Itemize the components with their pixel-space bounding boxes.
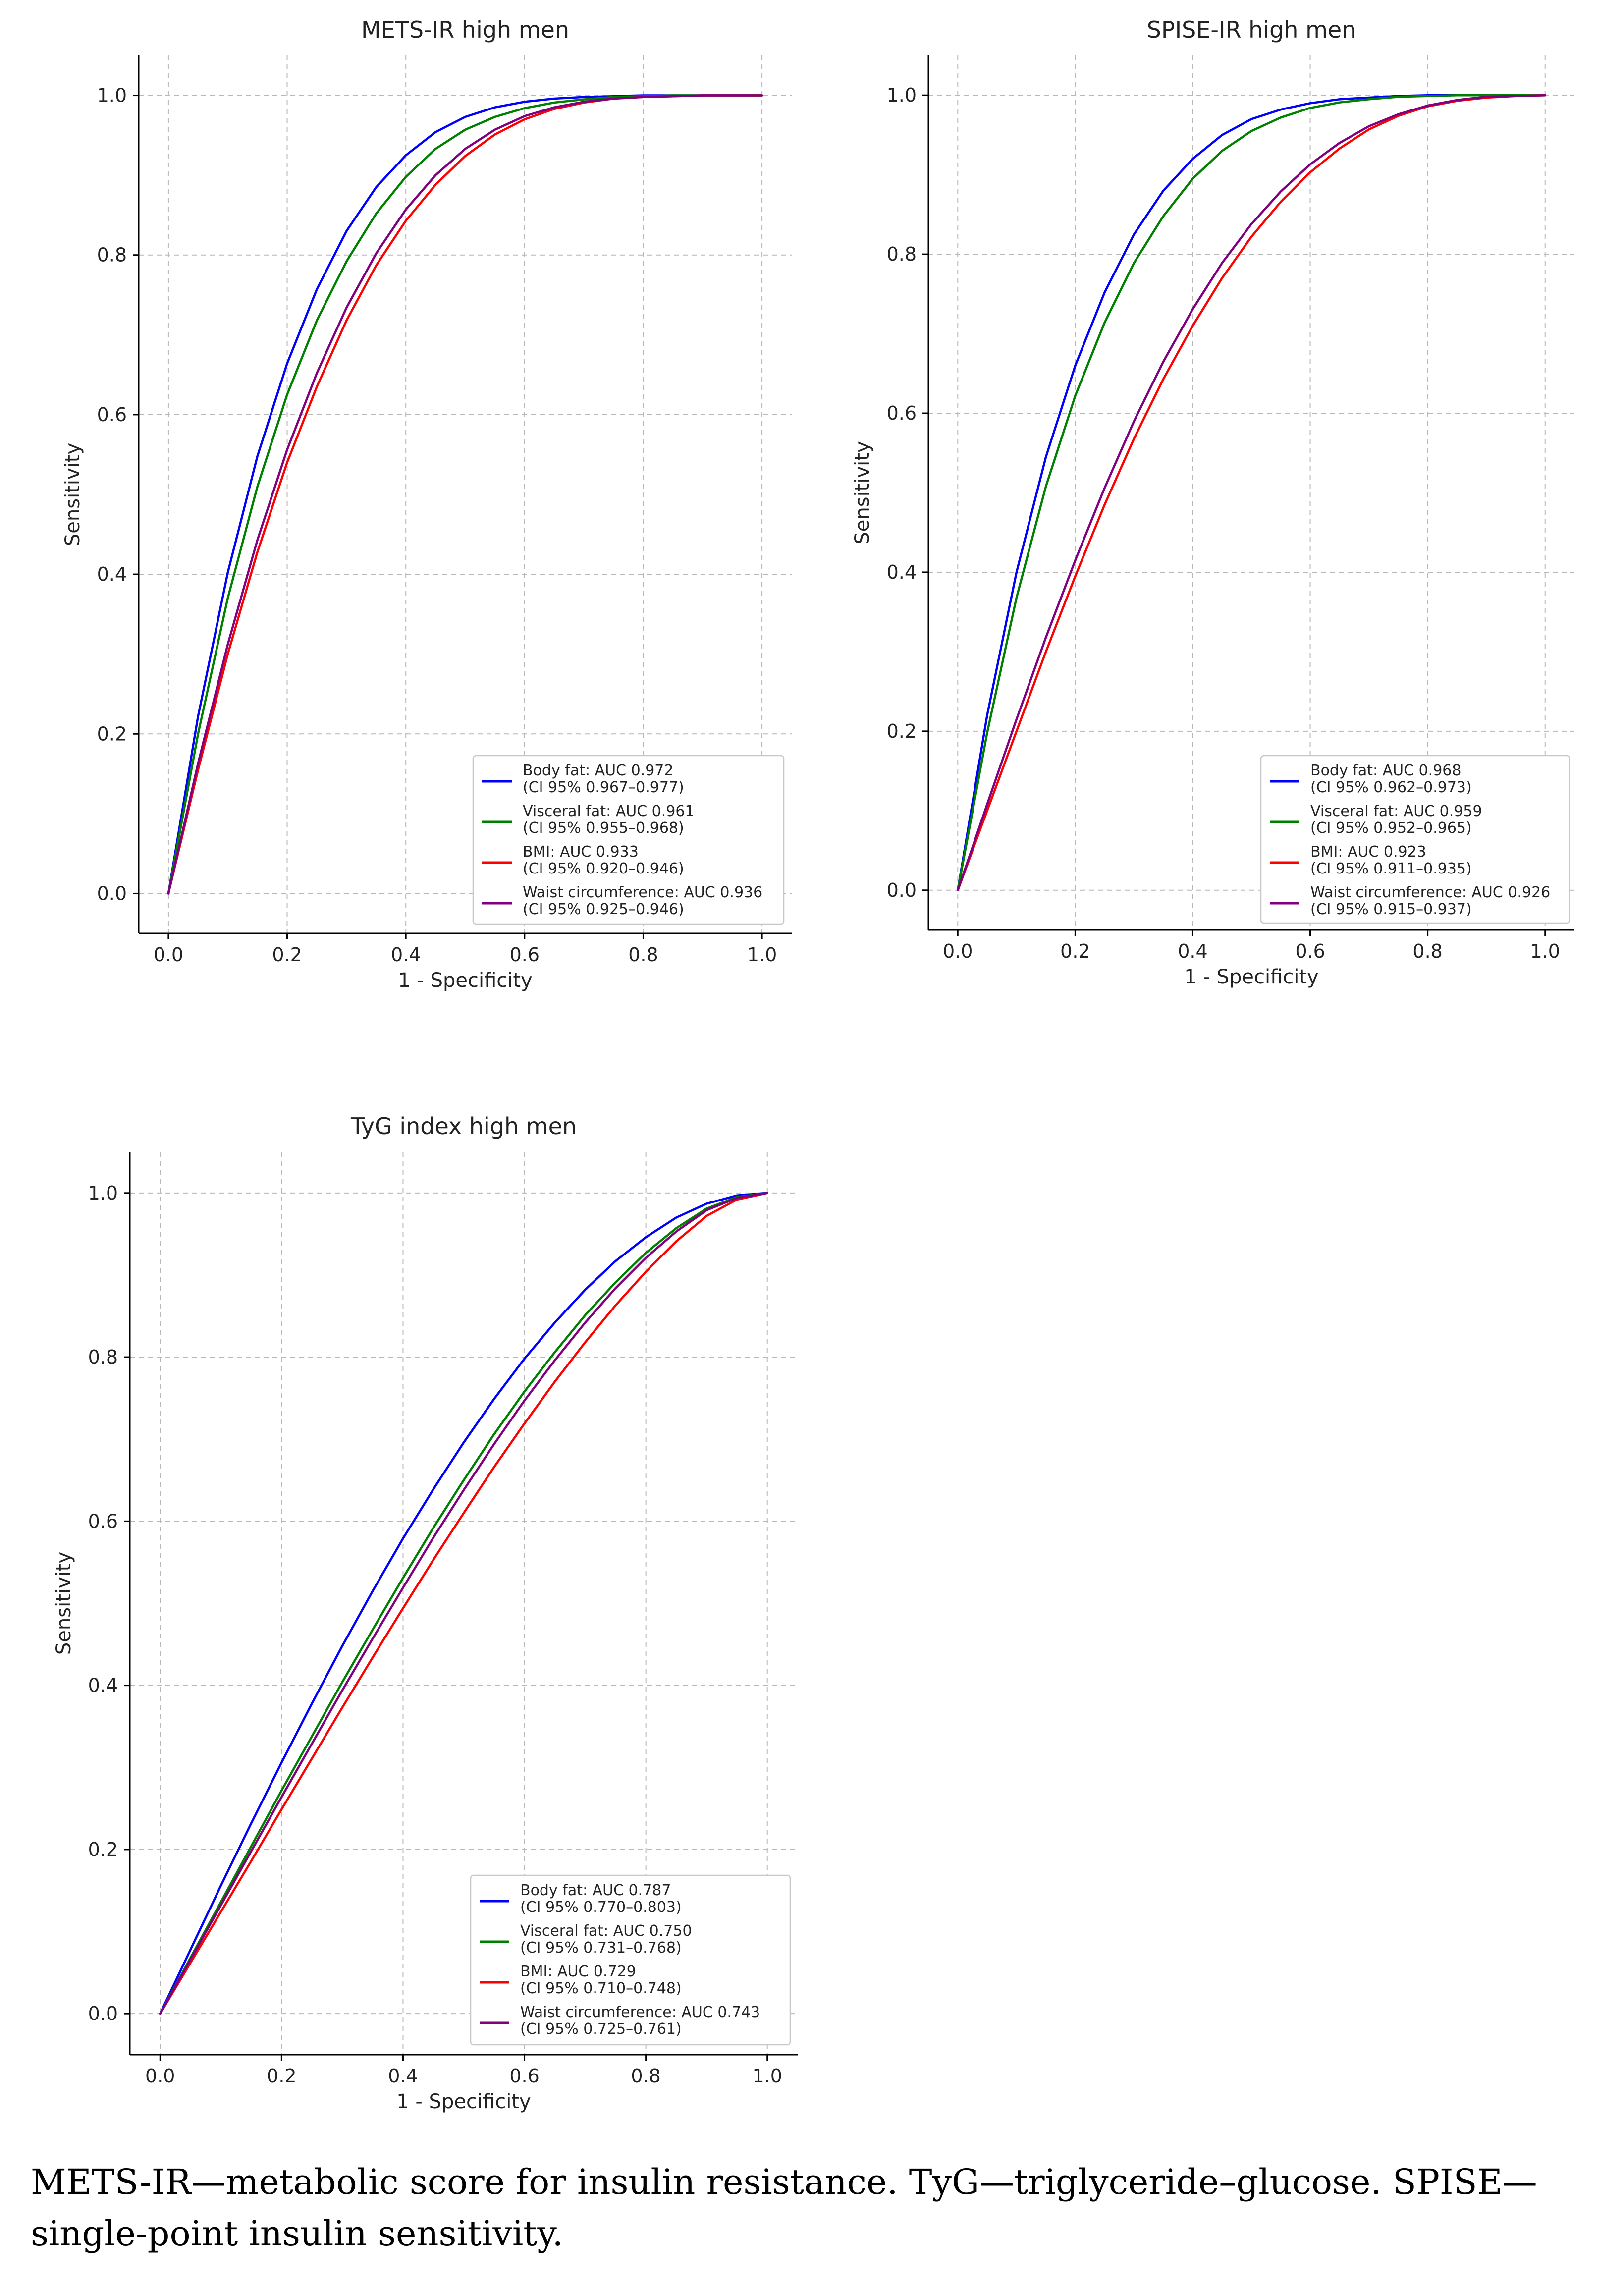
y-tick-label: 0.4 [97, 563, 127, 585]
x-tick-label: 0.6 [1295, 940, 1325, 962]
x-tick-label: 0.2 [267, 2065, 296, 2087]
y-tick-label: 0.4 [88, 1675, 118, 1696]
legend-label: Waist circumference: AUC 0.936 [523, 884, 762, 901]
legend-label: Body fat: AUC 0.787 [520, 1882, 671, 1899]
chart-title: TyG index high men [350, 1113, 577, 1140]
legend-ci: (CI 95% 0.967–0.977) [523, 779, 684, 796]
legend-ci: (CI 95% 0.955–0.968) [523, 819, 684, 837]
y-tick-label: 0.6 [887, 402, 917, 424]
legend-ci: (CI 95% 0.920–0.946) [523, 860, 684, 877]
y-tick-label: 0.0 [887, 879, 917, 901]
x-tick-label: 0.2 [272, 944, 302, 966]
y-tick-label: 0.2 [88, 1839, 118, 1860]
legend-label: Body fat: AUC 0.968 [1310, 762, 1461, 779]
y-axis-label: Sensitivity [61, 443, 84, 546]
x-axis-label: 1 - Specificity [396, 2090, 531, 2113]
chart-2: SPISE-IR high men 0.0 0.2 0.4 0.6 0.8 1.0 0.0 0.… [851, 16, 1574, 988]
series-line-bmi [159, 1192, 768, 2015]
series-line-waist-circumference [167, 94, 763, 895]
y-tick-label: 1.0 [88, 1182, 118, 1204]
chart-3: TyG index high men 0.0 0.2 0.4 0.6 0.8 1.0 0.0 0… [53, 1113, 798, 2113]
chart-title: SPISE-IR high men [1147, 16, 1356, 43]
legend-ci: (CI 95% 0.725–0.761) [520, 2020, 682, 2038]
legend-ci: (CI 95% 0.962–0.973) [1310, 779, 1472, 796]
y-tick-label: 1.0 [887, 84, 917, 106]
x-tick-label: 0.8 [1412, 940, 1442, 962]
y-tick-label: 0.0 [97, 882, 127, 904]
y-tick-label: 0.8 [97, 244, 127, 266]
series-line-visceral-fat [159, 1192, 768, 2015]
legend: Body fat: AUC 0.787(CI 95% 0.770–0.803) V… [470, 1874, 791, 2046]
y-tick-label: 0.8 [887, 243, 917, 265]
x-axis-label: 1 - Specificity [1184, 966, 1318, 988]
series-line-body-fat [159, 1192, 768, 2015]
x-tick-label: 0.4 [1178, 940, 1207, 962]
series-line-waist-circumference [957, 94, 1546, 892]
legend-ci: (CI 95% 0.915–0.937) [1310, 901, 1472, 918]
legend-label: BMI: AUC 0.923 [1310, 843, 1426, 861]
x-axis-label: 1 - Specificity [398, 969, 532, 992]
x-tick-label: 0.0 [145, 2065, 175, 2087]
legend-box [470, 1874, 791, 2046]
y-tick-label: 0.6 [97, 404, 127, 426]
legend-label: Visceral fat: AUC 0.750 [520, 1922, 692, 1940]
legend-label: Visceral fat: AUC 0.959 [1310, 803, 1482, 820]
chart-1: METS-IR high men 0.0 0.2 0.4 0.6 0.8 1.0 0.0 0.2… [61, 16, 792, 992]
series-line-waist-circumference [159, 1192, 768, 2015]
legend-label: Visceral fat: AUC 0.961 [523, 803, 695, 820]
x-tick-label: 0.4 [391, 944, 421, 966]
y-tick-label: 0.2 [97, 723, 127, 745]
legend: Body fat: AUC 0.968(CI 95% 0.962–0.973) V… [1260, 755, 1570, 924]
x-tick-label: 0.0 [943, 940, 973, 962]
figure-caption: METS-IR—metabolic score for insulin resi… [31, 2162, 1537, 2254]
y-axis-label: Sensitivity [851, 441, 874, 544]
legend-ci: (CI 95% 0.731–0.768) [520, 1939, 682, 1957]
legend-label: Waist circumference: AUC 0.926 [1310, 884, 1550, 901]
legend-ci: (CI 95% 0.925–0.946) [523, 901, 684, 918]
x-tick-label: 0.2 [1060, 940, 1090, 962]
y-tick-label: 0.0 [88, 2003, 118, 2024]
x-tick-label: 1.0 [753, 2065, 782, 2087]
legend-label: BMI: AUC 0.933 [523, 843, 639, 861]
series-line-visceral-fat [957, 94, 1546, 892]
x-tick-label: 1.0 [1530, 940, 1560, 962]
legend-label: BMI: AUC 0.729 [520, 1963, 636, 1980]
legend-label: Waist circumference: AUC 0.743 [520, 2004, 760, 2021]
legend-ci: (CI 95% 0.911–0.935) [1310, 860, 1472, 877]
legend-ci: (CI 95% 0.770–0.803) [520, 1899, 682, 1916]
y-axis-label: Sensitivity [53, 1552, 75, 1655]
y-tick-label: 1.0 [97, 85, 127, 107]
x-tick-label: 0.0 [154, 944, 183, 966]
x-tick-label: 0.8 [631, 2065, 660, 2087]
legend-ci: (CI 95% 0.952–0.965) [1310, 819, 1472, 837]
x-tick-label: 0.8 [628, 944, 658, 966]
legend-ci: (CI 95% 0.710–0.748) [520, 1980, 682, 1997]
x-tick-label: 0.4 [388, 2065, 418, 2087]
chart-title: METS-IR high men [361, 16, 569, 43]
legend-label: Body fat: AUC 0.972 [523, 762, 673, 779]
x-tick-label: 1.0 [747, 944, 777, 966]
legend: Body fat: AUC 0.972(CI 95% 0.967–0.977) V… [472, 755, 785, 925]
x-tick-label: 0.6 [509, 2065, 539, 2087]
y-tick-label: 0.8 [88, 1346, 118, 1368]
legend-box [1260, 755, 1570, 924]
x-tick-label: 0.6 [510, 944, 540, 966]
legend-box [472, 755, 785, 925]
y-tick-label: 0.4 [887, 561, 917, 583]
y-tick-label: 0.2 [887, 720, 917, 742]
y-tick-label: 0.6 [88, 1510, 118, 1532]
